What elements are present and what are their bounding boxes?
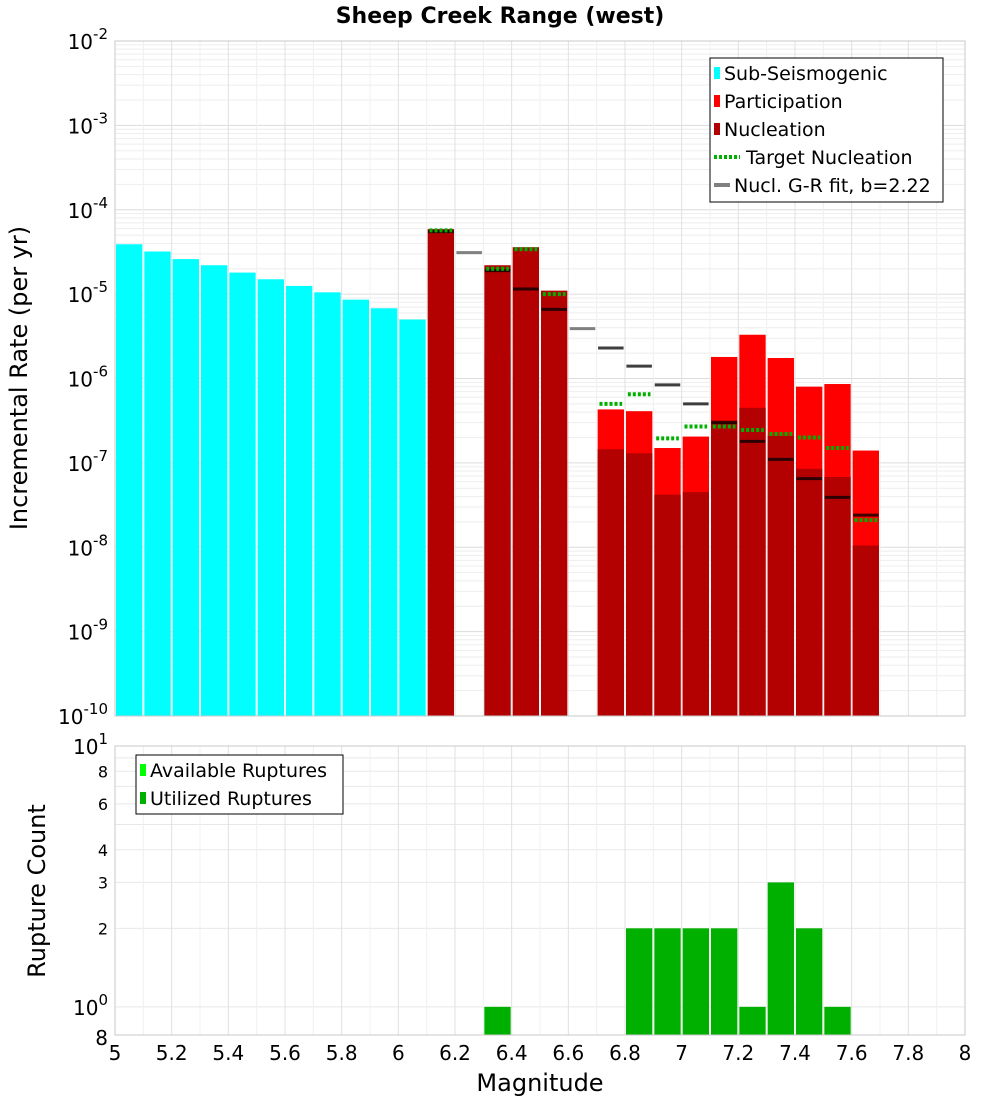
bar-nucleation-6.75 bbox=[597, 449, 624, 716]
legend-label-utilized-ruptures: Utilized Ruptures bbox=[150, 788, 312, 810]
x-tick-label: 6.2 bbox=[439, 1041, 471, 1065]
top-y-tick-label: 10-2 bbox=[68, 25, 108, 54]
top-y-tick-label: 10-4 bbox=[68, 194, 108, 223]
bottom-y-minor-tick-label: 2 bbox=[98, 919, 108, 938]
x-tick-label: 6.4 bbox=[496, 1041, 528, 1065]
bottom-plot-frame bbox=[114, 745, 966, 1036]
bottom-y-minor-tick-label: 6 bbox=[98, 795, 108, 814]
x-tick-label: 7.8 bbox=[892, 1041, 924, 1065]
legend-swatch-nucleation bbox=[714, 123, 720, 135]
bar-sub-seismogenic-5.55 bbox=[257, 279, 284, 716]
bottom-y-tick-label: 100 bbox=[73, 991, 108, 1020]
bottom-y-tick-label-min: 8 bbox=[95, 1026, 108, 1050]
x-tick-label: 6.8 bbox=[609, 1041, 641, 1065]
top-bars bbox=[116, 229, 879, 717]
bottom-x-ticks: 5 5.2 5.4 5.6 5.8 6 6.2 6.4 6.6 6.8 7 7.2 7.4 7.6 7.8 8 bbox=[109, 1041, 972, 1065]
bar-sub-seismogenic-5.15 bbox=[144, 251, 171, 716]
x-tick-label: 6.6 bbox=[552, 1041, 584, 1065]
bottom-bars bbox=[484, 882, 851, 1035]
bar-nucleation-6.15 bbox=[427, 229, 454, 717]
bar-nucleation-7.15 bbox=[711, 420, 738, 716]
bar-sub-seismogenic-5.75 bbox=[314, 292, 341, 716]
top-y-tick-label: 10-10 bbox=[58, 700, 108, 729]
legend-swatch-participation bbox=[714, 95, 720, 107]
legend-label-target-nucleation: Target Nucleation bbox=[745, 147, 913, 169]
top-plot-frame bbox=[114, 40, 966, 717]
x-tick-label: 5.4 bbox=[212, 1041, 244, 1065]
bottom-y-minor-tick-label: 3 bbox=[98, 873, 108, 892]
x-tick-label: 7 bbox=[675, 1041, 688, 1065]
bar-utilized-ruptures-7.45 bbox=[796, 928, 823, 1035]
bar-utilized-ruptures-7.55 bbox=[824, 1006, 851, 1035]
bar-utilized-ruptures-7.15 bbox=[711, 928, 738, 1035]
bottom-y-minor-tick-label: 4 bbox=[98, 841, 108, 860]
x-tick-label: 7.4 bbox=[779, 1041, 811, 1065]
bar-utilized-ruptures-6.95 bbox=[654, 928, 681, 1035]
bar-nucleation-7.25 bbox=[739, 407, 766, 716]
bottom-y-axis-label: Rupture Count bbox=[23, 804, 51, 978]
bar-nucleation-6.85 bbox=[626, 453, 653, 716]
bar-sub-seismogenic-5.45 bbox=[229, 272, 256, 716]
top-markers bbox=[428, 228, 879, 523]
bar-nucleation-6.45 bbox=[512, 247, 539, 716]
legend-label-gr-fit: Nucl. G-R fit, b=2.22 bbox=[734, 175, 931, 197]
x-tick-label: 5.8 bbox=[326, 1041, 358, 1065]
legend-label-sub-seismogenic: Sub-Seismogenic bbox=[724, 63, 888, 85]
bar-nucleation-6.35 bbox=[484, 265, 511, 716]
bar-sub-seismogenic-6.05 bbox=[399, 319, 426, 716]
legend-label-participation: Participation bbox=[724, 91, 843, 113]
bottom-y-minor-tick-label: 8 bbox=[98, 762, 108, 781]
top-y-tick-label: 10-9 bbox=[68, 616, 108, 645]
chart-title: Sheep Creek Range (west) bbox=[336, 4, 665, 29]
bottom-legend: Available Ruptures Utilized Ruptures bbox=[135, 754, 344, 815]
legend-label-available-ruptures: Available Ruptures bbox=[150, 760, 327, 782]
top-y-axis-label: Incremental Rate (per yr) bbox=[5, 226, 33, 530]
top-legend: Sub-Seismogenic Participation Nucleation… bbox=[709, 57, 944, 203]
x-tick-label: 8 bbox=[959, 1041, 972, 1065]
x-tick-label: 7.2 bbox=[722, 1041, 754, 1065]
x-axis-label: Magnitude bbox=[476, 1069, 603, 1097]
bar-sub-seismogenic-5.95 bbox=[371, 308, 398, 716]
x-tick-label: 7.6 bbox=[836, 1041, 868, 1065]
x-tick-label: 5.6 bbox=[269, 1041, 301, 1065]
bottom-y-ticks: 101 100 8 6 4 3 2 8 bbox=[73, 730, 108, 1050]
x-tick-label: 5.2 bbox=[156, 1041, 188, 1065]
top-y-tick-label: 10-7 bbox=[68, 447, 108, 476]
bar-sub-seismogenic-5.25 bbox=[172, 259, 199, 716]
legend-swatch-utilized-ruptures bbox=[140, 792, 146, 804]
bar-sub-seismogenic-5.05 bbox=[116, 244, 143, 717]
legend-label-nucleation: Nucleation bbox=[724, 119, 826, 141]
top-y-tick-label: 10-8 bbox=[68, 531, 108, 560]
bar-utilized-ruptures-7.25 bbox=[739, 1006, 766, 1035]
bar-nucleation-7.55 bbox=[824, 477, 851, 716]
legend-swatch-available-ruptures bbox=[140, 764, 146, 776]
bar-utilized-ruptures-6.85 bbox=[626, 928, 653, 1035]
top-y-tick-label: 10-3 bbox=[68, 109, 108, 138]
bottom-y-tick-label: 101 bbox=[73, 730, 108, 759]
bar-nucleation-6.95 bbox=[654, 494, 681, 716]
bar-utilized-ruptures-7.05 bbox=[682, 928, 709, 1035]
bar-sub-seismogenic-5.85 bbox=[342, 299, 369, 716]
bar-nucleation-7.35 bbox=[767, 435, 794, 716]
top-y-ticks: 10-2 10-3 10-4 10-5 10-6 10-7 10-8 10-9 10-10 bbox=[58, 25, 108, 729]
bar-sub-seismogenic-5.35 bbox=[201, 265, 228, 716]
bar-sub-seismogenic-5.65 bbox=[286, 285, 313, 716]
bar-nucleation-7.45 bbox=[796, 468, 823, 716]
bar-nucleation-6.55 bbox=[541, 290, 568, 716]
bar-nucleation-7.65 bbox=[852, 545, 879, 716]
bar-utilized-ruptures-7.35 bbox=[767, 882, 794, 1035]
x-tick-label: 6 bbox=[392, 1041, 405, 1065]
bar-nucleation-7.05 bbox=[682, 492, 709, 716]
bar-utilized-ruptures-6.35 bbox=[484, 1006, 511, 1035]
top-y-tick-label: 10-5 bbox=[68, 278, 108, 307]
legend-swatch-sub-seismogenic bbox=[714, 67, 720, 79]
x-tick-label: 5 bbox=[109, 1041, 122, 1065]
top-y-tick-label: 10-6 bbox=[68, 363, 108, 392]
